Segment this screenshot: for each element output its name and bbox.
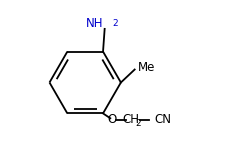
Text: NH: NH (86, 17, 103, 30)
Text: 2: 2 (135, 119, 141, 128)
Text: CN: CN (154, 113, 171, 126)
Text: Me: Me (138, 61, 155, 74)
Text: CH: CH (122, 113, 139, 126)
Text: 2: 2 (112, 19, 118, 28)
Text: O: O (107, 113, 117, 126)
